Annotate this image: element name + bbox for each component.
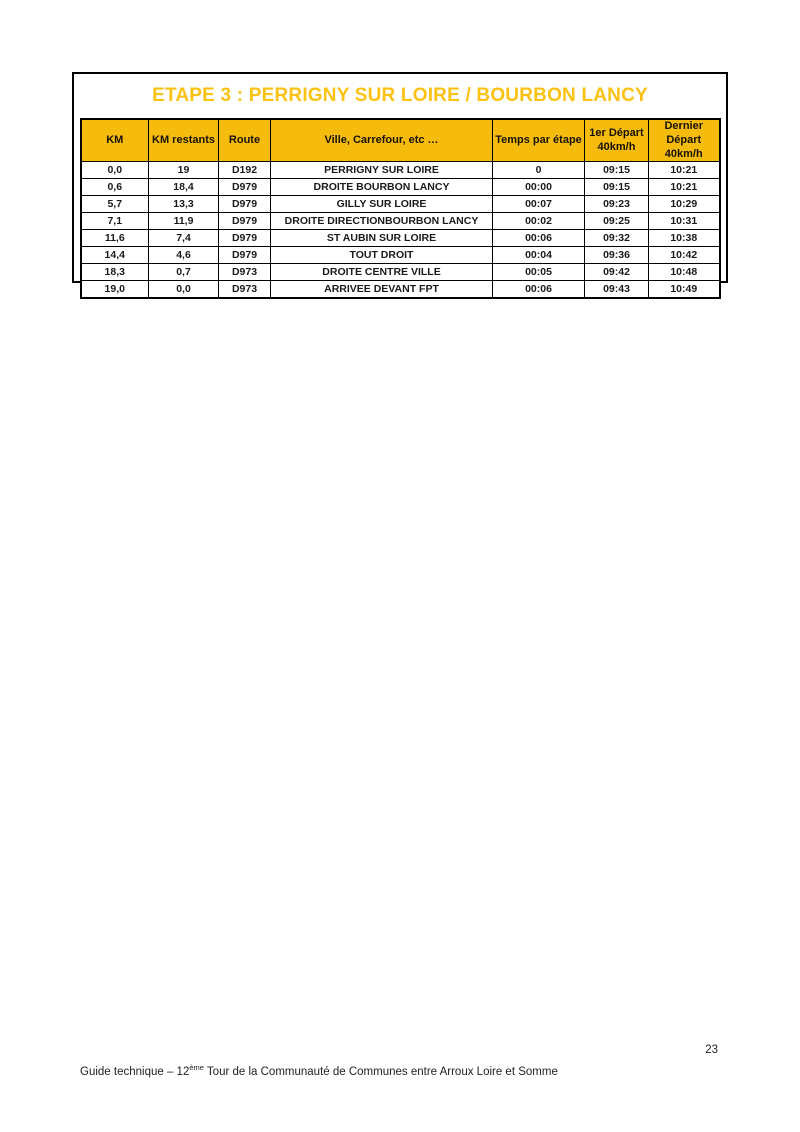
table-cell: 14,4 — [80, 246, 149, 265]
table-row: 5,7 13,3 D979 GILLY SUR LOIRE 00:07 09:23 10:2… — [80, 195, 720, 214]
table-cell: 09:15 — [584, 178, 649, 197]
route-table: KM KM restants Route Ville, Carrefour, e… — [79, 118, 721, 300]
table-cell: 09:36 — [584, 246, 649, 265]
etape-3-box: ETAPE 3 : PERRIGNY SUR LOIRE / BOURBON L… — [72, 72, 728, 300]
table-cell: 00:05 — [492, 263, 585, 282]
table-cell: D192 — [218, 161, 271, 180]
table-cell: 00:07 — [492, 195, 585, 214]
table-cell: 5,7 — [80, 195, 149, 214]
table-cell: 0,6 — [80, 178, 149, 197]
table-cell: 0 — [492, 161, 585, 180]
table-cell: 09:23 — [584, 195, 649, 214]
table-cell: 13,3 — [148, 195, 219, 214]
table-cell: GILLY SUR LOIRE — [270, 195, 493, 214]
table-cell: 0,7 — [148, 263, 219, 282]
table-cell: 10:49 — [648, 280, 720, 299]
route-table-body: 0,0 19 D192 PERRIGNY SUR LOIRE 0 09:15 10:21 0,… — [80, 161, 720, 299]
etape-title: ETAPE 3 : PERRIGNY SUR LOIRE / BOURBON L… — [152, 85, 648, 106]
table-cell: 00:06 — [492, 229, 585, 248]
col-header-dernier-depart: Dernier Départ 40km/h — [648, 118, 720, 163]
table-cell: 7,1 — [80, 212, 149, 231]
table-cell: D979 — [218, 229, 271, 248]
col-header-premier-depart: 1er Départ 40km/h — [584, 118, 649, 163]
table-row: 19,0 0,0 D973 ARRIVEE DEVANT FPT 00:06 09:43 1… — [80, 280, 720, 299]
table-cell: 18,4 — [148, 178, 219, 197]
table-cell: 10:38 — [648, 229, 720, 248]
table-cell: D979 — [218, 246, 271, 265]
table-cell: ST AUBIN SUR LOIRE — [270, 229, 493, 248]
table-row: 11,6 7,4 D979 ST AUBIN SUR LOIRE 00:06 09:32 1… — [80, 229, 720, 248]
table-cell: 7,4 — [148, 229, 219, 248]
table-cell: 19,0 — [80, 280, 149, 299]
table-row: 18,3 0,7 D973 DROITE CENTRE VILLE 00:05 09:42… — [80, 263, 720, 282]
col-header-ville: Ville, Carrefour, etc … — [270, 118, 493, 163]
col-header-route: Route — [218, 118, 271, 163]
footer-text-suffix: Tour de la Communauté de Communes entre … — [203, 1066, 558, 1078]
col-header-temps: Temps par étape — [492, 118, 585, 163]
table-cell: 0,0 — [80, 161, 149, 180]
footer-text-superscript: ème — [189, 1063, 204, 1073]
table-cell: 10:31 — [648, 212, 720, 231]
table-cell: 0,0 — [148, 280, 219, 299]
table-cell: DROITE CENTRE VILLE — [270, 263, 493, 282]
table-cell: D973 — [218, 280, 271, 299]
table-cell: D979 — [218, 212, 271, 231]
table-cell: PERRIGNY SUR LOIRE — [270, 161, 493, 180]
table-cell: 09:42 — [584, 263, 649, 282]
table-cell: 00:00 — [492, 178, 585, 197]
table-cell: TOUT DROIT — [270, 246, 493, 265]
table-cell: 10:21 — [648, 178, 720, 197]
header-row: KM KM restants Route Ville, Carrefour, e… — [80, 118, 720, 163]
table-row: 0,0 19 D192 PERRIGNY SUR LOIRE 0 09:15 10:21 — [80, 161, 720, 180]
table-cell: DROITE DIRECTIONBOURBON LANCY — [270, 212, 493, 231]
table-cell: 09:32 — [584, 229, 649, 248]
table-cell: 10:29 — [648, 195, 720, 214]
table-cell: DROITE BOURBON LANCY — [270, 178, 493, 197]
col-header-km-restants: KM restants — [148, 118, 219, 163]
table-cell: 10:48 — [648, 263, 720, 282]
table-cell: 11,6 — [80, 229, 149, 248]
table-cell: D979 — [218, 195, 271, 214]
route-table-header: KM KM restants Route Ville, Carrefour, e… — [80, 118, 720, 163]
table-cell: 09:43 — [584, 280, 649, 299]
footer-text-prefix: Guide technique – 12 — [80, 1066, 190, 1078]
table-cell: 19 — [148, 161, 219, 180]
footer-text: Guide technique – 12ème Tour de la Commu… — [80, 1063, 558, 1078]
col-header-km: KM — [80, 118, 149, 163]
table-cell: 00:04 — [492, 246, 585, 265]
table-cell: 18,3 — [80, 263, 149, 282]
page-number: 23 — [705, 1044, 718, 1056]
table-row: 7,1 11,9 D979 DROITE DIRECTIONBOURBON LANCY… — [80, 212, 720, 231]
table-cell: 10:21 — [648, 161, 720, 180]
table-cell: 00:02 — [492, 212, 585, 231]
table-cell: ARRIVEE DEVANT FPT — [270, 280, 493, 299]
table-cell: 10:42 — [648, 246, 720, 265]
table-cell: 00:06 — [492, 280, 585, 299]
table-cell: D973 — [218, 263, 271, 282]
table-cell: 4,6 — [148, 246, 219, 265]
table-row: 0,6 18,4 D979 DROITE BOURBON LANCY 00:00 09:1… — [80, 178, 720, 197]
table-cell: D979 — [218, 178, 271, 197]
table-cell: 11,9 — [148, 212, 219, 231]
table-row: 14,4 4,6 D979 TOUT DROIT 00:04 09:36 10:42 — [80, 246, 720, 265]
table-cell: 09:25 — [584, 212, 649, 231]
table-cell: 09:15 — [584, 161, 649, 180]
